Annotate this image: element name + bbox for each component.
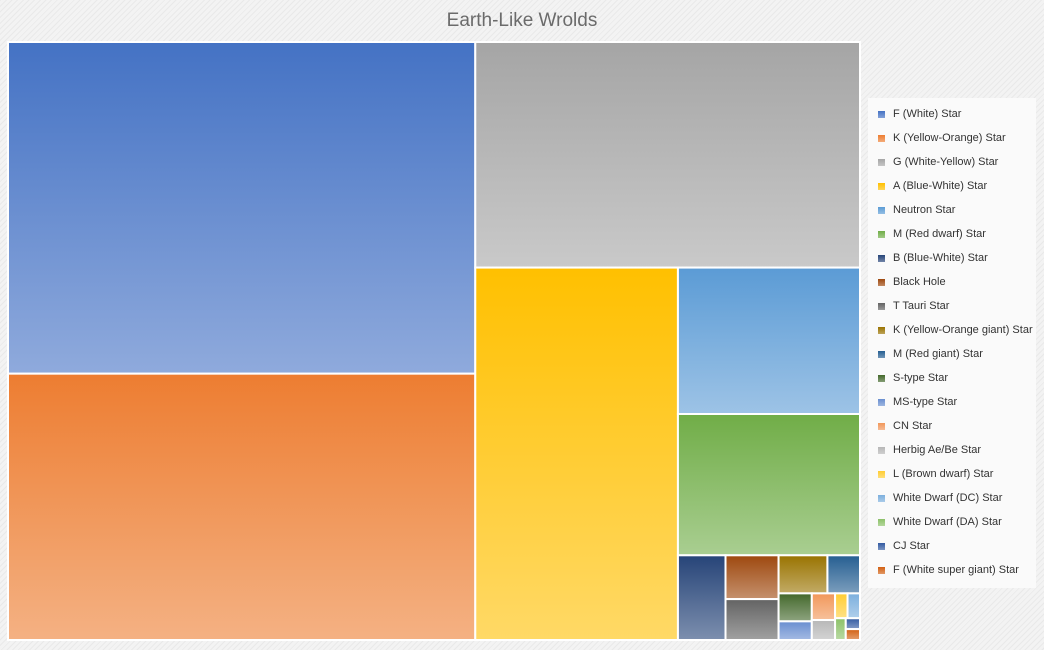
- treemap-tile-cj-star: [844, 617, 861, 631]
- legend-label: White Dwarf (DA) Star: [893, 516, 1002, 528]
- treemap-tile-b-blue-white-star: [676, 554, 727, 642]
- legend-swatch: [878, 518, 885, 526]
- legend-label: MS-type Star: [893, 396, 958, 408]
- treemap-tile-f-white-super-giant-star: [844, 628, 861, 641]
- legend-item-a-blue-white-star: A (Blue-White) Star: [878, 178, 987, 194]
- legend-item-f-white-star: F (White) Star: [878, 106, 961, 122]
- legend-item-neutron-star: Neutron Star: [878, 202, 955, 218]
- legend-label: CJ Star: [893, 540, 930, 552]
- legend-swatch: [878, 206, 885, 214]
- legend-item-ms-type-star: MS-type Star: [878, 394, 957, 410]
- legend-label: K (Yellow-Orange) Star: [893, 132, 1006, 144]
- legend-item-k-yellow-orange-giant-star: K (Yellow-Orange giant) Star: [878, 322, 1033, 338]
- legend-item-herbig-ae-be-star: Herbig Ae/Be Star: [878, 442, 981, 458]
- legend-label: Neutron Star: [893, 204, 956, 216]
- legend-label: B (Blue-White) Star: [893, 252, 988, 264]
- legend-swatch: [878, 110, 885, 118]
- legend-label: M (Red dwarf) Star: [893, 228, 986, 240]
- legend-item-black-hole: Black Hole: [878, 274, 946, 290]
- treemap-tile-k-yellow-orange-star: [7, 372, 477, 641]
- legend-swatch: [878, 182, 885, 190]
- treemap-tile-cn-star: [810, 592, 837, 622]
- legend-swatch: [878, 326, 885, 334]
- legend-item-cj-star: CJ Star: [878, 538, 930, 554]
- treemap-tile-f-white-star: [7, 41, 477, 375]
- treemap-tile-t-tauri-star: [724, 598, 780, 641]
- legend-swatch: [878, 254, 885, 262]
- legend-swatch: [878, 230, 885, 238]
- legend-swatch: [878, 350, 885, 358]
- legend-swatch: [878, 494, 885, 502]
- legend-item-b-blue-white-star: B (Blue-White) Star: [878, 250, 988, 266]
- legend-item-t-tauri-star: T Tauri Star: [878, 298, 949, 314]
- treemap-tile-s-type-star: [777, 592, 813, 623]
- treemap-tile-l-brown-dwarf-star: [834, 592, 849, 620]
- legend-label: L (Brown dwarf) Star: [893, 468, 994, 480]
- chart-title: Earth-Like Wrolds: [446, 10, 598, 31]
- legend-swatch: [878, 302, 885, 310]
- legend-item-k-yellow-orange-star: K (Yellow-Orange) Star: [878, 130, 1006, 146]
- legend-label: K (Yellow-Orange giant) Star: [893, 324, 1033, 336]
- treemap-tile-herbig-ae-be-star: [810, 619, 837, 641]
- legend-item-white-dwarf-da-star: White Dwarf (DA) Star: [878, 514, 1002, 530]
- treemap-tile-neutron-star: [676, 266, 861, 415]
- legend-label: G (White-Yellow) Star: [893, 156, 999, 168]
- legend-label: Black Hole: [893, 276, 946, 288]
- treemap-tile-white-dwarf-dc-star: [846, 592, 861, 620]
- treemap-tile-black-hole: [724, 554, 780, 601]
- legend-swatch: [878, 446, 885, 454]
- legend-swatch: [878, 470, 885, 478]
- legend-item-g-white-yellow-star: G (White-Yellow) Star: [878, 154, 998, 170]
- legend-swatch: [878, 566, 885, 574]
- legend-label: T Tauri Star: [893, 300, 950, 312]
- treemap-tile-k-yellow-orange-giant-star: [777, 554, 829, 595]
- legend-label: White Dwarf (DC) Star: [893, 492, 1003, 504]
- legend-item-white-dwarf-dc-star: White Dwarf (DC) Star: [878, 490, 1002, 506]
- legend-item-l-brown-dwarf-star: L (Brown dwarf) Star: [878, 466, 993, 482]
- legend-swatch: [878, 134, 885, 142]
- legend-swatch: [878, 542, 885, 550]
- legend-item-m-red-dwarf-star: M (Red dwarf) Star: [878, 226, 986, 242]
- treemap-tile-white-dwarf-da-star: [834, 617, 847, 641]
- treemap-tile-a-blue-white-star: [474, 266, 679, 641]
- legend-label: CN Star: [893, 420, 933, 432]
- legend-label: Herbig Ae/Be Star: [893, 444, 982, 456]
- treemap-tile-ms-type-star: [777, 620, 813, 641]
- legend-swatch: [878, 398, 885, 406]
- legend-label: F (White super giant) Star: [893, 564, 1019, 576]
- legend-label: F (White) Star: [893, 108, 962, 120]
- legend-item-m-red-giant-star: M (Red giant) Star: [878, 346, 983, 362]
- legend-label: A (Blue-White) Star: [893, 180, 988, 192]
- legend-item-s-type-star: S-type Star: [878, 370, 948, 386]
- legend-swatch: [878, 158, 885, 166]
- legend-label: M (Red giant) Star: [893, 348, 983, 360]
- treemap-tile-m-red-dwarf-star: [676, 412, 861, 557]
- legend-label: S-type Star: [893, 372, 949, 384]
- treemap-tile-g-white-yellow-star: [474, 41, 861, 269]
- legend: F (White) Star K (Yellow-Orange) Star G (W…: [868, 98, 1036, 588]
- legend-item-f-white-super-giant-star: F (White super giant) Star: [878, 562, 1019, 578]
- treemap-tile-m-red-giant-star: [826, 554, 862, 595]
- legend-swatch: [878, 422, 885, 430]
- legend-swatch: [878, 278, 885, 286]
- legend-item-cn-star: CN Star: [878, 418, 932, 434]
- legend-swatch: [878, 374, 885, 382]
